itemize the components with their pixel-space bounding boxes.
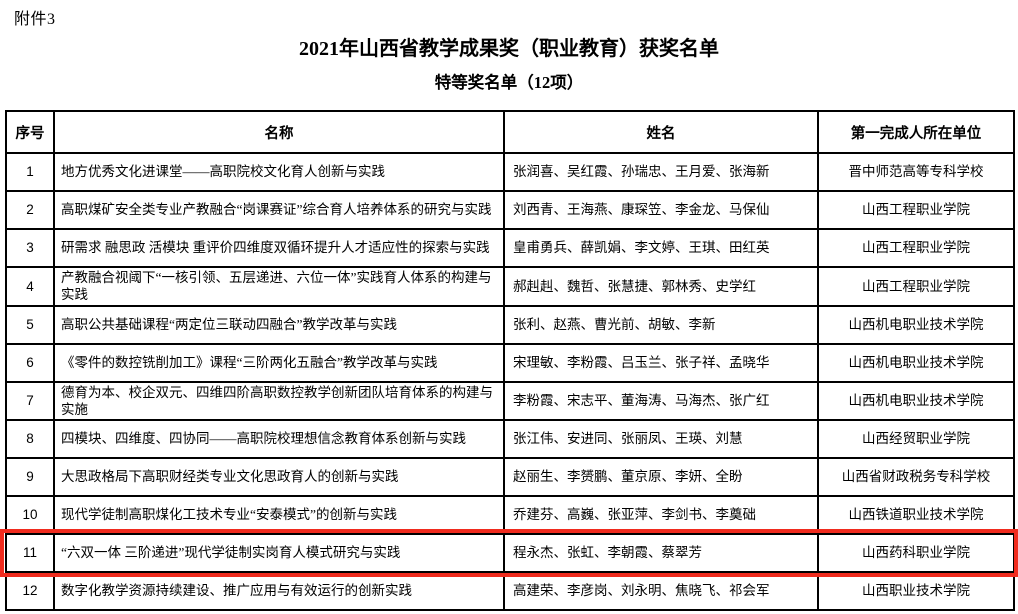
first-completer-unit: 山西经贸职业学院	[817, 419, 1015, 460]
row-number: 4	[5, 266, 55, 307]
award-table: 序号 名称 姓名 第一完成人所在单位 1 地方优秀文化进课堂——高职院校文化育人…	[5, 110, 1015, 612]
winner-names: 宋理敏、李粉霞、吕玉兰、张子祥、孟晓华	[503, 342, 819, 383]
row-number: 12	[5, 571, 55, 612]
page-subtitle: 特等奖名单（12项）	[434, 73, 584, 92]
achievement-title: 高职公共基础课程“两定位三联动四融合”教学改革与实践	[53, 304, 505, 345]
winner-names: 李粉霞、宋志平、董海涛、马海杰、张广红	[503, 380, 819, 422]
achievement-title: 产教融合视阈下“一核引领、五层递进、六位一体”实践育人体系的构建与实践	[53, 266, 505, 307]
achievement-title: 数字化教学资源持续建设、推广应用与有效运行的创新实践	[53, 571, 505, 612]
award-table-body: 1 地方优秀文化进课堂——高职院校文化育人创新与实践 张润喜、吴红霞、孙瑞忠、王…	[5, 152, 1015, 612]
column-header-title: 名称	[53, 110, 505, 154]
column-header-no: 序号	[5, 110, 55, 154]
table-row: 6 《零件的数控铣削加工》课程“三阶两化五融合”教学改革与实践 宋理敏、李粉霞、…	[5, 342, 1015, 383]
table-row: 4 产教融合视阈下“一核引领、五层递进、六位一体”实践育人体系的构建与实践 郝赳…	[5, 266, 1015, 307]
row-number: 8	[5, 419, 55, 460]
achievement-title: 研需求 融思政 活模块 重评价四维度双循环提升人才适应性的探索与实践	[53, 228, 505, 268]
winner-names: 张润喜、吴红霞、孙瑞忠、王月爱、张海新	[503, 152, 819, 192]
winner-names: 赵丽生、李赟鹏、董京原、李妍、全盼	[503, 457, 819, 498]
table-row: 9 大思政格局下高职财经类专业文化思政育人的创新与实践 赵丽生、李赟鹏、董京原、…	[5, 457, 1015, 498]
page-title: 2021年山西省教学成果奖（职业教育）获奖名单	[299, 38, 719, 60]
winner-names: 程永杰、张虹、李朝霞、蔡翠芳	[503, 533, 819, 574]
winner-names: 皇甫勇兵、薛凯娟、李文婷、王琪、田红英	[503, 228, 819, 268]
first-completer-unit: 山西机电职业技术学院	[817, 304, 1015, 345]
row-number: 3	[5, 228, 55, 268]
row-number: 6	[5, 342, 55, 383]
achievement-title: 现代学徒制高职煤化工技术专业“安泰模式”的创新与实践	[53, 495, 505, 536]
table-row: 1 地方优秀文化进课堂——高职院校文化育人创新与实践 张润喜、吴红霞、孙瑞忠、王…	[5, 152, 1015, 192]
table-row: 5 高职公共基础课程“两定位三联动四融合”教学改革与实践 张利、赵燕、曹光前、胡…	[5, 304, 1015, 345]
achievement-title: 德育为本、校企双元、四维四阶高职数控教学创新团队培育体系的构建与实施	[53, 380, 505, 422]
achievement-title: 地方优秀文化进课堂——高职院校文化育人创新与实践	[53, 152, 505, 192]
column-header-names: 姓名	[503, 110, 819, 154]
table-row: 3 研需求 融思政 活模块 重评价四维度双循环提升人才适应性的探索与实践 皇甫勇…	[5, 228, 1015, 268]
first-completer-unit: 山西职业技术学院	[817, 571, 1015, 612]
achievement-title: 四模块、四维度、四协同——高职院校理想信念教育体系创新与实践	[53, 419, 505, 460]
first-completer-unit: 山西机电职业技术学院	[817, 342, 1015, 383]
first-completer-unit: 山西药科职业学院	[817, 533, 1015, 574]
row-number: 7	[5, 380, 55, 422]
row-number: 9	[5, 457, 55, 498]
winner-names: 张江伟、安进同、张丽凤、王瑛、刘慧	[503, 419, 819, 460]
winner-names: 乔建芬、高巍、张亚萍、李剑书、李奠础	[503, 495, 819, 536]
winner-names: 高建荣、李彦岗、刘永明、焦晓飞、祁会军	[503, 571, 819, 612]
achievement-title: 高职煤矿安全类专业产教融合“岗课赛证”综合育人培养体系的研究与实践	[53, 190, 505, 230]
first-completer-unit: 山西工程职业学院	[817, 228, 1015, 268]
winner-names: 张利、赵燕、曹光前、胡敏、李新	[503, 304, 819, 345]
first-completer-unit: 山西省财政税务专科学校	[817, 457, 1015, 498]
table-row: 11 “六双一体 三阶递进”现代学徒制实岗育人模式研究与实践 程永杰、张虹、李朝…	[5, 533, 1015, 574]
achievement-title: 《零件的数控铣削加工》课程“三阶两化五融合”教学改革与实践	[53, 342, 505, 383]
table-row: 10 现代学徒制高职煤化工技术专业“安泰模式”的创新与实践 乔建芬、高巍、张亚萍…	[5, 495, 1015, 536]
winner-names: 刘西青、王海燕、康琛笠、李金龙、马保仙	[503, 190, 819, 230]
row-number: 1	[5, 152, 55, 192]
table-row: 7 德育为本、校企双元、四维四阶高职数控教学创新团队培育体系的构建与实施 李粉霞…	[5, 380, 1015, 422]
column-header-unit: 第一完成人所在单位	[817, 110, 1015, 154]
row-number: 11	[5, 533, 55, 574]
table-row: 2 高职煤矿安全类专业产教融合“岗课赛证”综合育人培养体系的研究与实践 刘西青、…	[5, 190, 1015, 230]
achievement-title: “六双一体 三阶递进”现代学徒制实岗育人模式研究与实践	[53, 533, 505, 574]
first-completer-unit: 山西工程职业学院	[817, 266, 1015, 307]
first-completer-unit: 山西机电职业技术学院	[817, 380, 1015, 422]
attachment-label: 附件3	[14, 11, 56, 28]
achievement-title: 大思政格局下高职财经类专业文化思政育人的创新与实践	[53, 457, 505, 498]
table-row: 8 四模块、四维度、四协同——高职院校理想信念教育体系创新与实践 张江伟、安进同…	[5, 419, 1015, 460]
table-row: 12 数字化教学资源持续建设、推广应用与有效运行的创新实践 高建荣、李彦岗、刘永…	[5, 571, 1015, 612]
winner-names: 郝赳赳、魏哲、张慧捷、郭林秀、史学红	[503, 266, 819, 307]
row-number: 5	[5, 304, 55, 345]
first-completer-unit: 晋中师范高等专科学校	[817, 152, 1015, 192]
first-completer-unit: 山西工程职业学院	[817, 190, 1015, 230]
row-number: 10	[5, 495, 55, 536]
first-completer-unit: 山西铁道职业技术学院	[817, 495, 1015, 536]
row-number: 2	[5, 190, 55, 230]
table-header-row: 序号 名称 姓名 第一完成人所在单位	[5, 110, 1015, 154]
